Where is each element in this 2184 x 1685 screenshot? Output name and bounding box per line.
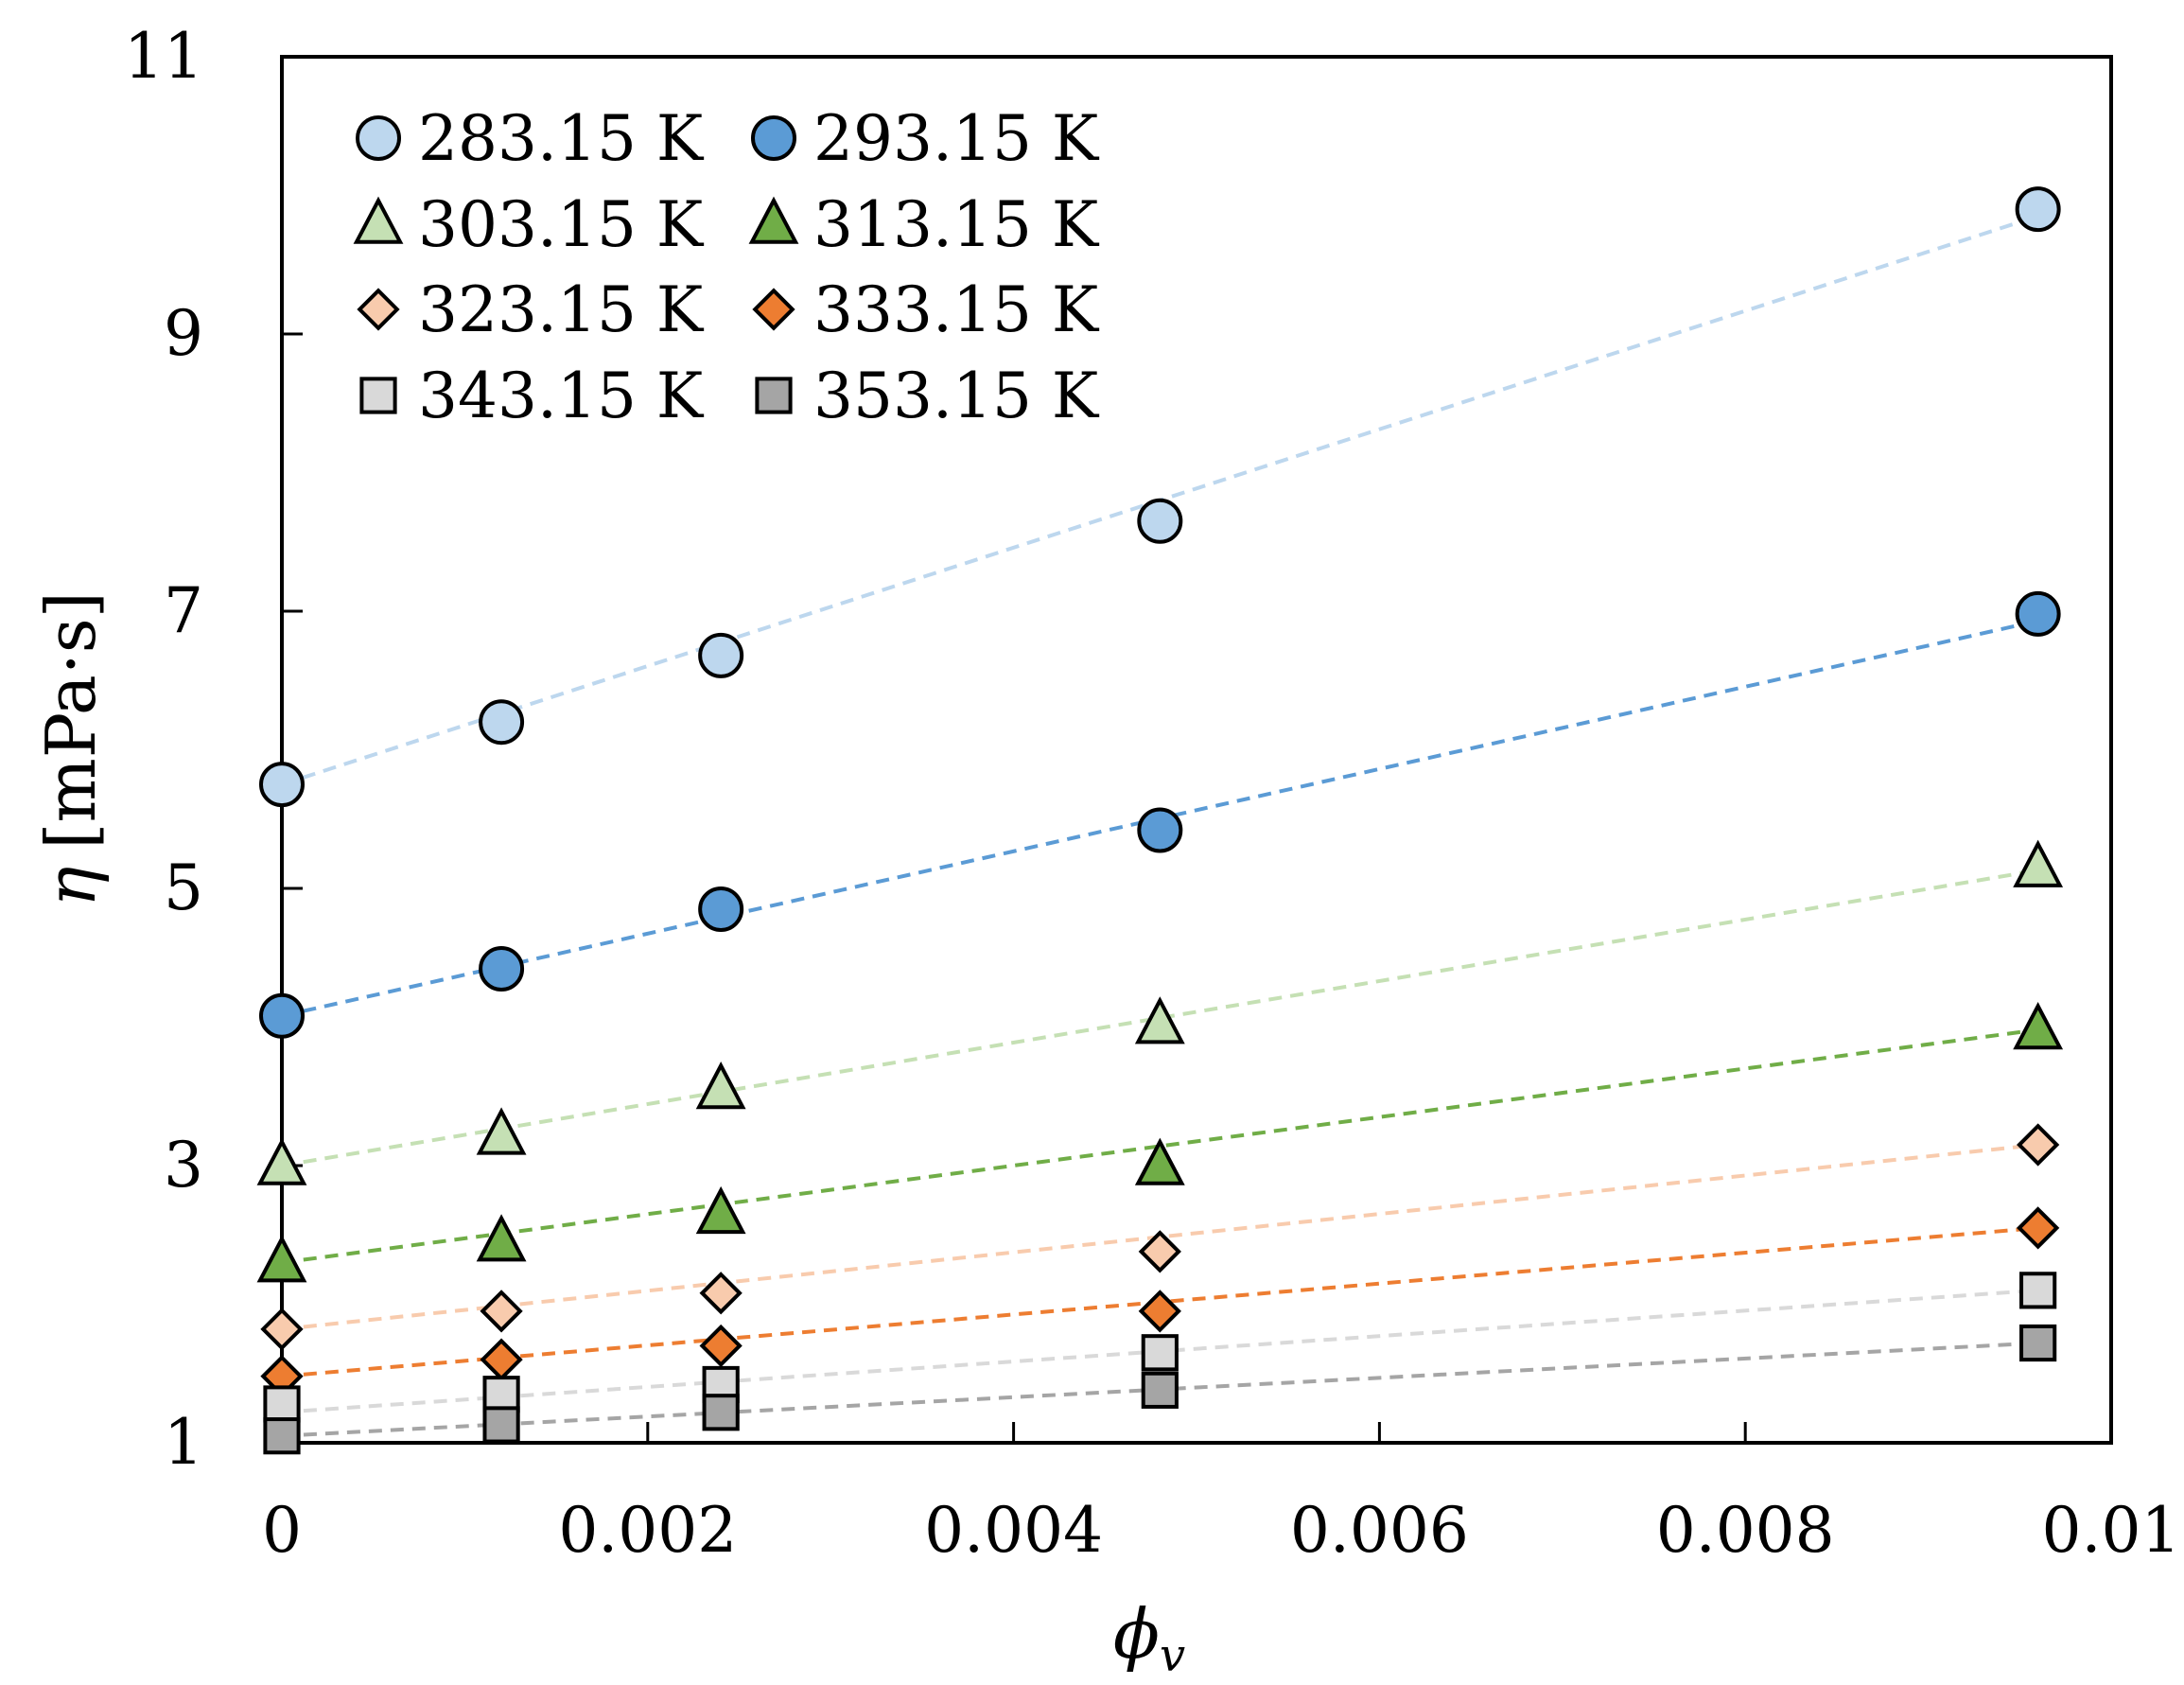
legend-marker bbox=[357, 288, 400, 331]
data-point bbox=[695, 1185, 746, 1235]
legend-marker bbox=[353, 196, 404, 244]
data-point bbox=[2013, 1002, 2064, 1050]
data-point bbox=[2019, 1324, 2057, 1362]
data-point bbox=[480, 1290, 523, 1333]
data-point bbox=[1141, 1334, 1179, 1372]
legend-marker bbox=[356, 115, 401, 161]
x-tick-label: 0.002 bbox=[558, 1494, 737, 1567]
data-point bbox=[699, 1324, 743, 1368]
legend-label: 303.15 K bbox=[418, 188, 705, 261]
legend-label: 283.15 K bbox=[418, 102, 705, 175]
data-point bbox=[259, 992, 305, 1039]
data-point bbox=[263, 1385, 301, 1423]
data-point bbox=[1134, 1137, 1185, 1185]
data-point bbox=[1137, 807, 1183, 853]
legend: 283.15 K 293.15 K 303.15 K 313.15 K 323.15 K… bbox=[353, 102, 1100, 432]
data-point bbox=[256, 1235, 307, 1283]
y-tick-label: 9 bbox=[164, 297, 203, 370]
x-tick-label: 0.006 bbox=[1290, 1494, 1469, 1567]
legend-marker bbox=[748, 196, 799, 244]
data-point bbox=[263, 1417, 301, 1455]
data-point bbox=[482, 1376, 520, 1413]
legend-marker bbox=[755, 377, 793, 414]
data-point bbox=[2017, 1123, 2060, 1167]
legend-marker bbox=[359, 377, 397, 414]
data-point bbox=[259, 762, 305, 808]
data-point bbox=[1138, 1230, 1181, 1273]
data-markers bbox=[256, 186, 2064, 1455]
y-tick-label: 5 bbox=[164, 851, 203, 924]
legend-label: 323.15 K bbox=[418, 273, 705, 346]
x-axis-title: ϕv bbox=[1113, 1594, 1185, 1682]
data-point bbox=[1141, 1371, 1179, 1409]
plot-area bbox=[280, 55, 2113, 1445]
data-point bbox=[2019, 1272, 2057, 1309]
data-point bbox=[479, 945, 525, 992]
legend-label: 293.15 K bbox=[813, 102, 1100, 175]
data-point bbox=[1137, 498, 1183, 544]
legend-label: 353.15 K bbox=[813, 360, 1100, 432]
y-axis-ticks: 1 3 5 7 9 11 bbox=[124, 20, 303, 1479]
y-tick-label: 1 bbox=[164, 1406, 203, 1479]
data-point bbox=[698, 886, 744, 932]
data-point bbox=[256, 1137, 307, 1185]
data-point bbox=[2015, 186, 2061, 233]
data-point bbox=[2015, 590, 2061, 637]
data-point bbox=[695, 1062, 746, 1110]
data-point bbox=[1134, 996, 1185, 1044]
legend-marker bbox=[751, 115, 796, 161]
data-point bbox=[699, 1272, 743, 1315]
legend-label: 313.15 K bbox=[813, 188, 1100, 261]
y-tick-label: 11 bbox=[124, 20, 203, 93]
data-point bbox=[1138, 1290, 1181, 1333]
y-axis-title: η[mPa·s] bbox=[31, 591, 111, 907]
x-tick-label: 0 bbox=[262, 1494, 302, 1567]
data-point bbox=[476, 1107, 527, 1155]
y-tick-label: 3 bbox=[164, 1129, 203, 1202]
legend-label: 333.15 K bbox=[813, 273, 1100, 346]
x-tick-label: 0.008 bbox=[1656, 1494, 1835, 1567]
data-point bbox=[702, 1394, 740, 1431]
data-point bbox=[2013, 839, 2064, 887]
data-point bbox=[479, 699, 525, 746]
legend-label: 343.15 K bbox=[418, 360, 705, 432]
x-axis-ticks: 0 0.002 0.004 0.006 0.008 0.01 bbox=[262, 1422, 2180, 1567]
trend-line bbox=[281, 1027, 2038, 1265]
legend-marker bbox=[752, 288, 795, 331]
trend-line bbox=[281, 868, 2038, 1167]
data-point bbox=[482, 1406, 520, 1444]
x-tick-label: 0.004 bbox=[924, 1494, 1103, 1567]
data-point bbox=[2017, 1206, 2060, 1250]
data-point bbox=[260, 1308, 304, 1351]
data-point bbox=[698, 632, 744, 678]
x-tick-label: 0.01 bbox=[2042, 1494, 2181, 1567]
data-point bbox=[476, 1214, 527, 1262]
y-tick-label: 7 bbox=[164, 574, 203, 647]
